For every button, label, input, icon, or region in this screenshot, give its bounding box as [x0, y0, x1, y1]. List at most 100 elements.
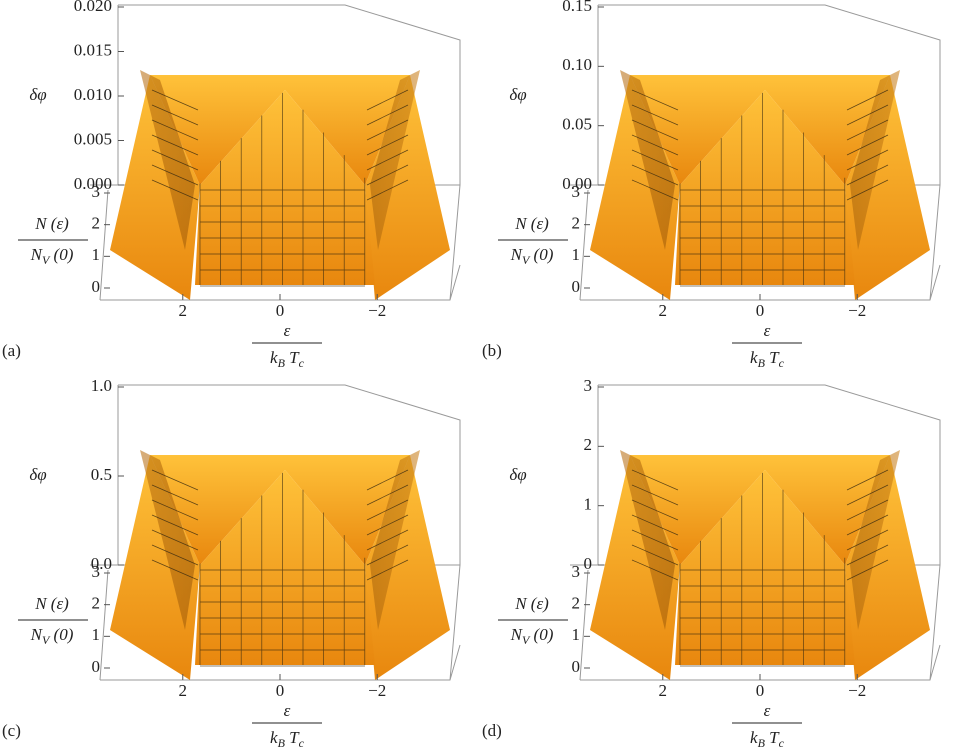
y2-tick-label: 3 — [92, 182, 101, 201]
label-part: T — [285, 728, 300, 747]
panel-label: (a) — [2, 341, 21, 360]
y-label: δφ — [29, 85, 46, 104]
y2-tick-label: 0 — [92, 657, 101, 676]
y2-tick-label: 1 — [92, 245, 101, 264]
y-tick-label: 0.15 — [562, 0, 592, 15]
label-part: V — [42, 633, 51, 647]
x-tick-label: 0 — [756, 301, 765, 320]
y2-label-denominator: NV (0) — [510, 245, 554, 267]
panel-label: (d) — [482, 721, 502, 740]
label-part: N — [30, 245, 44, 264]
y-tick-label: 0.000 — [74, 174, 112, 193]
x-label-denominator: kB Tc — [750, 728, 785, 749]
surface-plateau — [150, 455, 410, 565]
label-part: T — [765, 348, 780, 367]
y-tick-label: 2 — [584, 435, 593, 454]
label-part: (0) — [49, 245, 73, 264]
surface-plateau — [630, 455, 890, 565]
label-part: N — [510, 625, 524, 644]
y-tick-label: 0.010 — [74, 85, 112, 104]
y2-label-denominator: NV (0) — [30, 245, 74, 267]
x-tick-label: 2 — [179, 301, 188, 320]
panel-label: (b) — [482, 341, 502, 360]
surface-mesh — [151, 469, 409, 667]
x-label-denominator: kB Tc — [750, 348, 785, 370]
label-part: T — [285, 348, 300, 367]
y2-tick-label: 3 — [572, 182, 581, 201]
label-part: c — [779, 736, 785, 749]
y2-tick-label: 3 — [572, 562, 581, 581]
y-tick-label: 3 — [584, 376, 593, 395]
y-tick-label: 1.0 — [91, 376, 112, 395]
x-tick-label: 2 — [179, 681, 188, 700]
label-part: T — [765, 728, 780, 747]
surface-front — [675, 90, 855, 285]
y2-label-denominator: NV (0) — [30, 625, 74, 647]
surface-front — [675, 470, 855, 665]
surface-front — [195, 470, 375, 665]
label-part: k — [270, 728, 278, 747]
y2-tick-label: 0 — [92, 277, 101, 296]
y-tick-label: 0.5 — [91, 465, 112, 484]
y2-tick-label: 0 — [572, 657, 581, 676]
label-part: N — [30, 625, 44, 644]
y-tick-label: 0 — [584, 554, 593, 573]
y2-tick-label: 2 — [92, 594, 101, 613]
y-tick-label: 0.05 — [562, 115, 592, 134]
x-tick-label: −2 — [368, 681, 386, 700]
surface-plateau — [150, 75, 410, 185]
y2-tick-label: 1 — [92, 625, 101, 644]
label-part: c — [299, 736, 305, 749]
label-part: k — [750, 728, 758, 747]
panel-label: (c) — [2, 721, 21, 740]
x-label-denominator: kB Tc — [270, 728, 305, 749]
x-label-numerator: ε — [764, 701, 771, 720]
y-tick-label: 0.020 — [74, 0, 112, 15]
y-tick-label: 0.015 — [74, 40, 112, 59]
label-part: V — [522, 633, 531, 647]
y2-tick-label: 2 — [572, 594, 581, 613]
label-part: B — [758, 356, 766, 370]
surface-front — [195, 90, 375, 285]
label-part: (0) — [49, 625, 73, 644]
y-label: δφ — [509, 85, 526, 104]
y2-label-numerator: N (ε) — [34, 594, 69, 613]
y-tick-label: 0.0 — [91, 554, 112, 573]
y-tick-label: 1 — [584, 495, 593, 514]
label-part: c — [779, 356, 785, 370]
surface-plateau — [630, 75, 890, 185]
label-part: k — [270, 348, 278, 367]
x-tick-label: 2 — [659, 301, 668, 320]
y-tick-label: 0.10 — [562, 55, 592, 74]
x-tick-label: 0 — [756, 681, 765, 700]
label-part: (0) — [529, 245, 553, 264]
y-label: δφ — [29, 465, 46, 484]
label-part: V — [522, 253, 531, 267]
label-part: B — [758, 736, 766, 749]
label-part: k — [750, 348, 758, 367]
x-tick-label: 2 — [659, 681, 668, 700]
y-label: δφ — [509, 465, 526, 484]
x-tick-label: 0 — [276, 301, 285, 320]
label-part: (0) — [529, 625, 553, 644]
panel: 0.000 0.005 0.010 0.015 0.020 δφ 0 1 2 3 N (ε) NV (… — [2, 0, 461, 370]
label-part: B — [278, 736, 286, 749]
label-part: V — [42, 253, 51, 267]
label-part: B — [278, 356, 286, 370]
y2-tick-label: 1 — [572, 245, 581, 264]
x-label-denominator: kB Tc — [270, 348, 305, 370]
surface-mesh — [151, 89, 409, 287]
y2-tick-label: 3 — [92, 562, 101, 581]
x-tick-label: 0 — [276, 681, 285, 700]
surface-mesh — [631, 469, 889, 667]
surface-mesh — [631, 89, 889, 287]
x-label-numerator: ε — [764, 321, 771, 340]
label-part: N — [510, 245, 524, 264]
y-tick-label: 0.005 — [74, 129, 112, 148]
y2-label-numerator: N (ε) — [34, 214, 69, 233]
x-tick-label: −2 — [368, 301, 386, 320]
y2-label-numerator: N (ε) — [514, 594, 549, 613]
